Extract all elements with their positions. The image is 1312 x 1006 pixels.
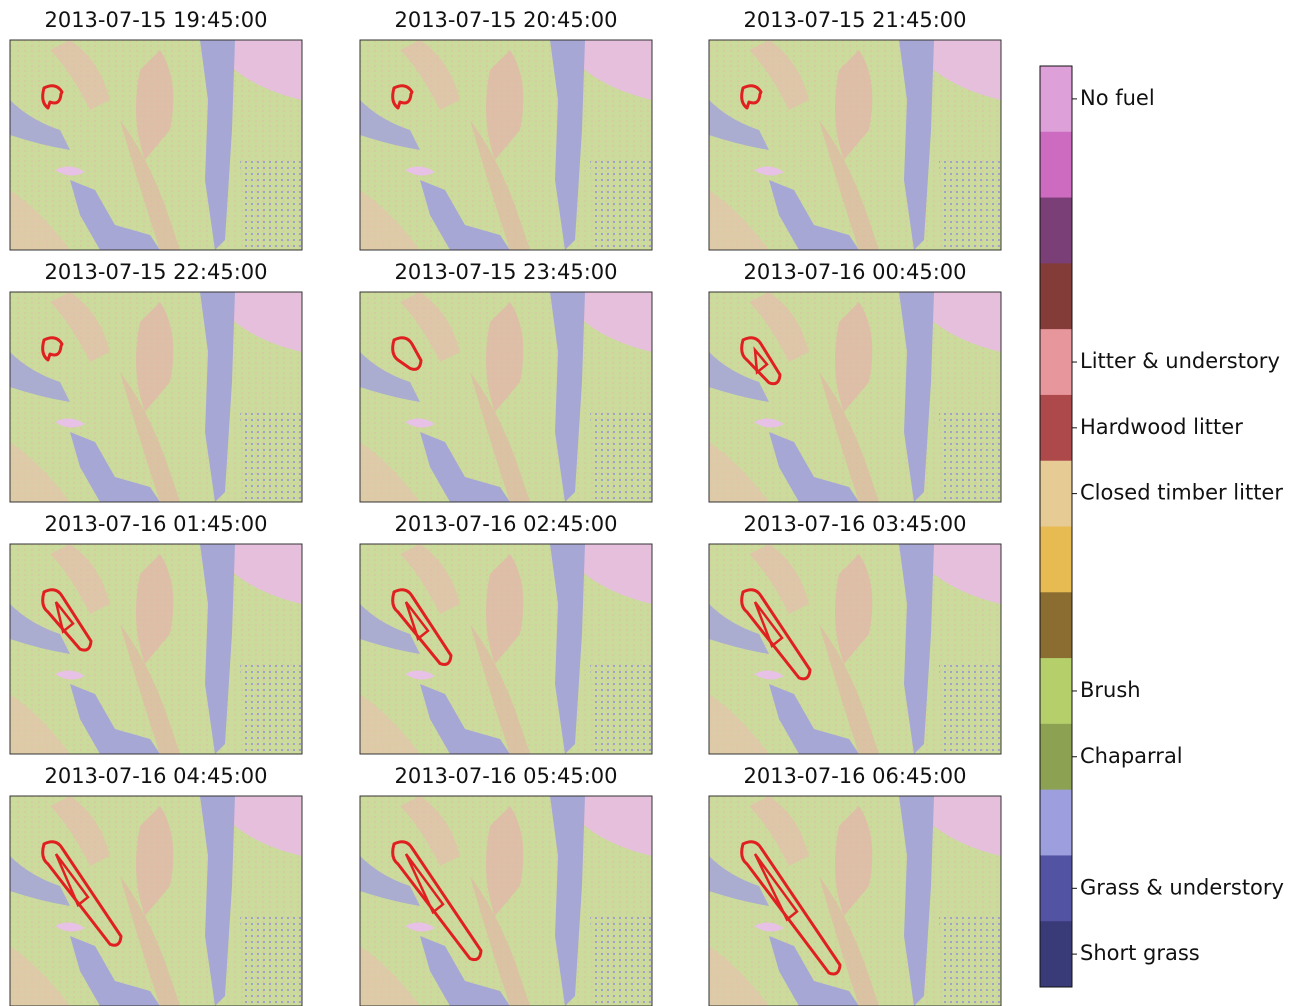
colorbar-segment: [1040, 263, 1072, 329]
fuel-map: [709, 40, 1001, 250]
colorbar-segment: [1040, 790, 1072, 856]
panel-title: 2013-07-15 21:45:00: [743, 8, 966, 32]
colorbar-segment: [1040, 395, 1072, 461]
colorbar-label: Grass & understory: [1080, 875, 1284, 899]
colorbar-segment: [1040, 527, 1072, 593]
page: 2013-07-15 19:45:00 2013-07-15 20:45:00 20…: [0, 0, 1312, 1006]
panel-title: 2013-07-16 05:45:00: [394, 764, 617, 788]
fuel-map: [10, 796, 302, 1006]
fuel-map: [10, 544, 302, 754]
fuel-map: [709, 292, 1001, 502]
fuel-map: [360, 292, 652, 502]
fuel-map: [709, 796, 1001, 1006]
panel-title: 2013-07-16 01:45:00: [44, 512, 267, 536]
colorbar-label: Short grass: [1080, 941, 1200, 965]
colorbar-label: Closed timber litter: [1080, 481, 1283, 505]
panel-title: 2013-07-16 03:45:00: [743, 512, 966, 536]
colorbar-label: Brush: [1080, 678, 1141, 702]
panel-grid: 2013-07-15 19:45:00 2013-07-15 20:45:00 20…: [10, 8, 1001, 1006]
figure: 2013-07-15 19:45:00 2013-07-15 20:45:00 20…: [0, 0, 1312, 1006]
fuel-map: [360, 796, 652, 1006]
colorbar-segment: [1040, 329, 1072, 395]
colorbar-segment: [1040, 855, 1072, 921]
fuel-map: [360, 40, 652, 250]
fuel-map: [709, 544, 1001, 754]
panel-title: 2013-07-15 19:45:00: [44, 8, 267, 32]
panel-title: 2013-07-16 06:45:00: [743, 764, 966, 788]
colorbar-segment: [1040, 132, 1072, 198]
panel-title: 2013-07-16 00:45:00: [743, 260, 966, 284]
panel-title: 2013-07-16 02:45:00: [394, 512, 617, 536]
colorbar-segment: [1040, 658, 1072, 724]
colorbar-segment: [1040, 461, 1072, 527]
panel-title: 2013-07-16 04:45:00: [44, 764, 267, 788]
colorbar-label: Chaparral: [1080, 744, 1183, 768]
colorbar-label: Hardwood litter: [1080, 415, 1243, 439]
colorbar-segment: [1040, 724, 1072, 790]
colorbar-segment: [1040, 592, 1072, 658]
colorbar-segment: [1040, 198, 1072, 264]
fuel-map: [10, 292, 302, 502]
colorbar: No fuel Litter & understory Hardwood litte…: [1040, 66, 1284, 988]
colorbar-label: Litter & understory: [1080, 349, 1280, 373]
panel-title: 2013-07-15 20:45:00: [394, 8, 617, 32]
panel-title: 2013-07-15 23:45:00: [394, 260, 617, 284]
fuel-map: [360, 544, 652, 754]
fuel-map: [10, 40, 302, 250]
colorbar-segment: [1040, 921, 1072, 987]
panel-title: 2013-07-15 22:45:00: [44, 260, 267, 284]
colorbar-segment: [1040, 66, 1072, 132]
colorbar-label: No fuel: [1080, 86, 1155, 110]
